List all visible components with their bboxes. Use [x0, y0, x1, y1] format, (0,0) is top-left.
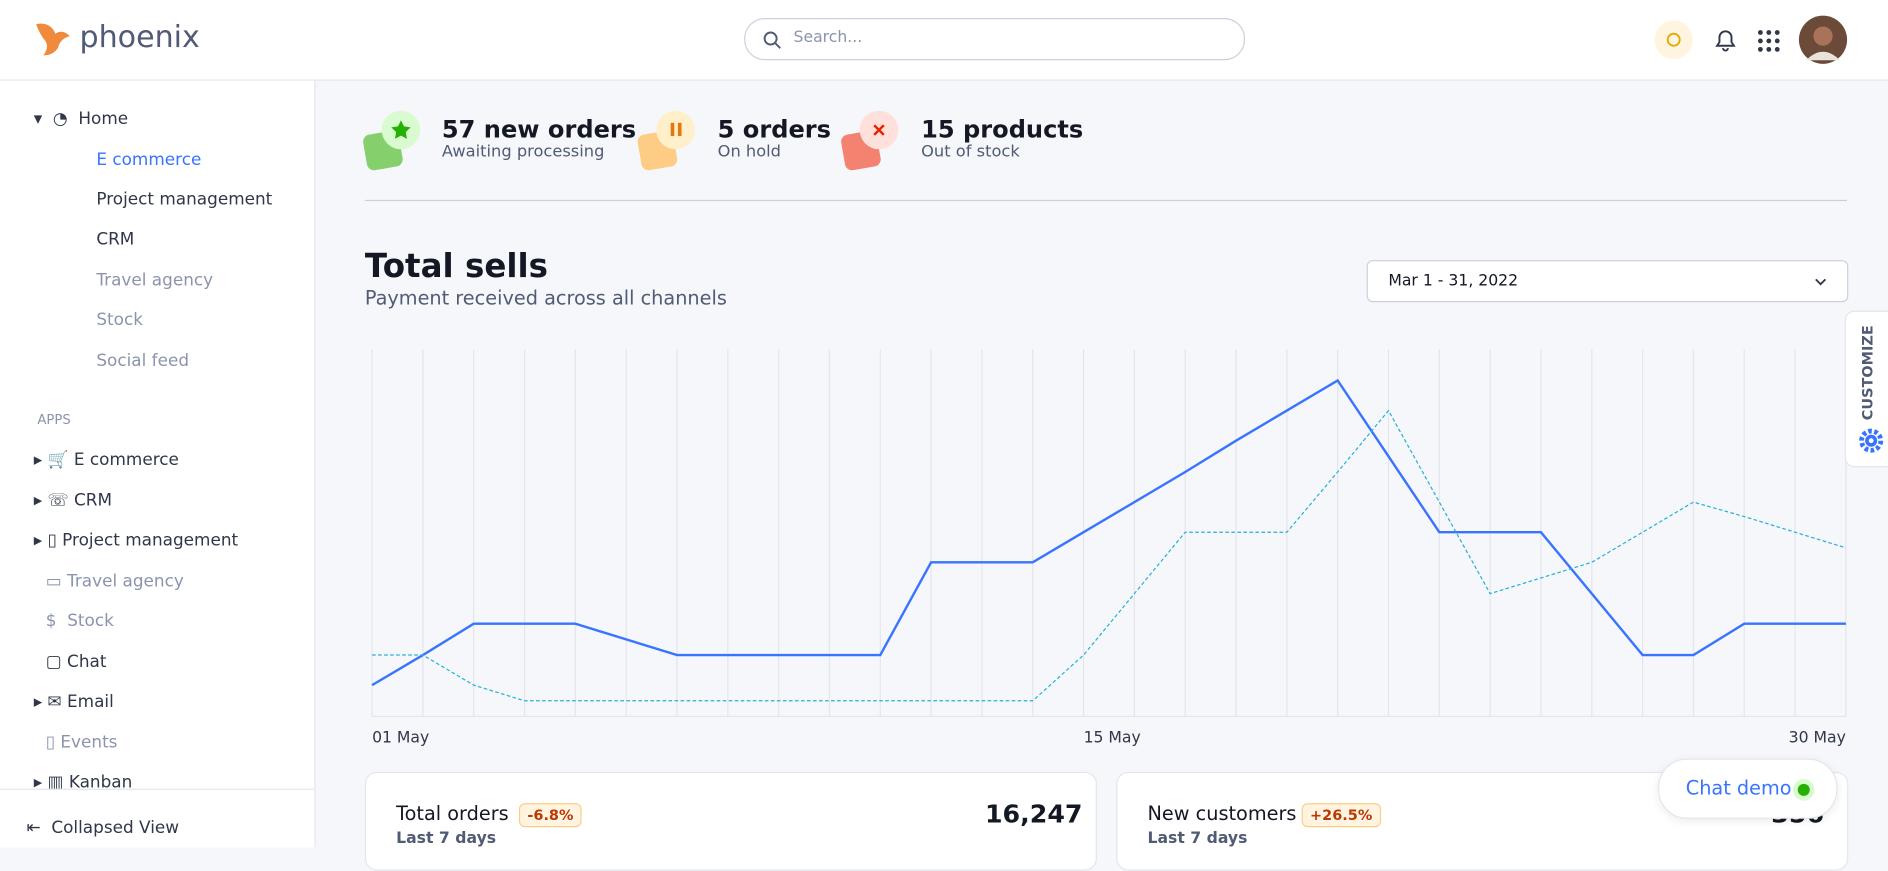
nav-label: E commerce: [73, 450, 179, 470]
card-subtitle: Last 7 days: [1147, 829, 1248, 848]
date-select[interactable]: Mar 1 - 31, 2022: [1366, 260, 1849, 303]
x-tick-label: 01 May: [372, 728, 429, 747]
stat-subtitle: Out of stock: [921, 142, 1020, 162]
nav-label: Events: [60, 733, 118, 753]
x-tick-label: 15 May: [1084, 728, 1141, 747]
search-placeholder: Search...: [793, 28, 863, 47]
x-tick-label: 30 May: [1789, 728, 1846, 747]
chat-label: Chat demo: [1685, 776, 1792, 800]
collapse-button[interactable]: ⇤ Collapsed View: [26, 818, 180, 839]
section-title: Total sells: [364, 248, 549, 286]
date-range: Mar 1 - 31, 2022: [1388, 272, 1519, 291]
nav-label: CRM: [73, 491, 113, 511]
stat-subtitle: Awaiting processing: [441, 142, 605, 162]
sidebar-footer: ⇤ Collapsed View: [0, 788, 315, 848]
nav-item[interactable]: Stock: [96, 310, 143, 330]
nav-label: Email: [67, 692, 114, 712]
stat-icon: [637, 110, 695, 171]
card-badge: -6.8%: [518, 803, 582, 828]
nav-label: Stock: [67, 611, 114, 631]
section-subtitle: Payment received across all channels: [364, 286, 727, 310]
sidebar: ▾ ◔ Home E commerce Project management C…: [0, 80, 316, 848]
card-value: 16,247: [984, 799, 1083, 829]
card-subtitle: Last 7 days: [396, 829, 497, 848]
notification-icon[interactable]: [1712, 26, 1738, 52]
nav-label: Chat: [67, 652, 107, 672]
nav-item[interactable]: ▢ Chat: [45, 652, 107, 672]
line-series: [371, 378, 1846, 687]
nav-label: Kanban: [68, 773, 133, 793]
gear-icon: [1859, 428, 1884, 453]
stat-title: 5 orders: [717, 114, 831, 144]
chat-demo-button[interactable]: Chat demo: [1658, 758, 1838, 819]
nav-item[interactable]: ▸ ☏ CRM: [33, 491, 113, 511]
line-series: [372, 409, 1847, 702]
nav-item[interactable]: ▸ 🛒 E commerce: [33, 450, 179, 470]
card-title: New customers: [1147, 801, 1297, 825]
footer-label: Collapsed View: [51, 818, 180, 839]
customize-tab[interactable]: CUSTOMIZE: [1844, 310, 1888, 468]
kpi-card: Total orders -6.8% Last 7 days 16,247: [364, 771, 1097, 871]
nav-item[interactable]: $ Stock: [45, 611, 114, 631]
stat-title: 57 new orders: [441, 114, 637, 144]
stat-icon: [363, 110, 421, 171]
section-title: APPS: [37, 411, 71, 428]
top-bar: phoenix Search...: [0, 0, 1888, 81]
nav-item[interactable]: ▭ Travel agency: [45, 571, 184, 592]
line-chart: 01 May 15 May 30 May: [371, 349, 1847, 747]
nav-label: Project management: [62, 531, 239, 551]
apps-icon[interactable]: [1757, 29, 1781, 53]
nav-label: Travel agency: [67, 571, 184, 592]
avatar[interactable]: [1798, 14, 1849, 65]
nav-item[interactable]: Travel agency: [96, 270, 214, 291]
nav-item[interactable]: Social feed: [96, 351, 190, 371]
stat-icon: [841, 110, 899, 171]
search-box[interactable]: Search...: [744, 18, 1246, 61]
card-title: Total orders: [396, 801, 509, 825]
nav-group[interactable]: ▾ ◔ Home: [33, 109, 129, 129]
nav-item[interactable]: Project management: [96, 190, 273, 210]
search-icon: [763, 31, 781, 49]
card-badge: +26.5%: [1301, 803, 1381, 828]
divider: [364, 199, 1848, 202]
logo-icon: [36, 23, 70, 56]
nav-label: Home: [78, 109, 129, 129]
stat-title: 15 products: [921, 114, 1084, 144]
chevron: [1815, 278, 1827, 286]
nav-item[interactable]: ▸ ▥ Kanban: [33, 773, 133, 793]
stat-subtitle: On hold: [717, 142, 781, 162]
nav-item[interactable]: CRM: [96, 229, 135, 250]
online-dot: [1792, 779, 1815, 801]
logo-text[interactable]: phoenix: [79, 19, 200, 55]
nav-item[interactable]: ▸ ▯ Project management: [33, 531, 239, 551]
nav-item[interactable]: ▸ ✉ Email: [33, 692, 114, 712]
customize-label: CUSTOMIZE: [1859, 325, 1876, 421]
nav-item[interactable]: E commerce: [96, 150, 202, 170]
nav-item[interactable]: ▯ Events: [45, 733, 118, 753]
theme-toggle[interactable]: [1653, 19, 1694, 60]
